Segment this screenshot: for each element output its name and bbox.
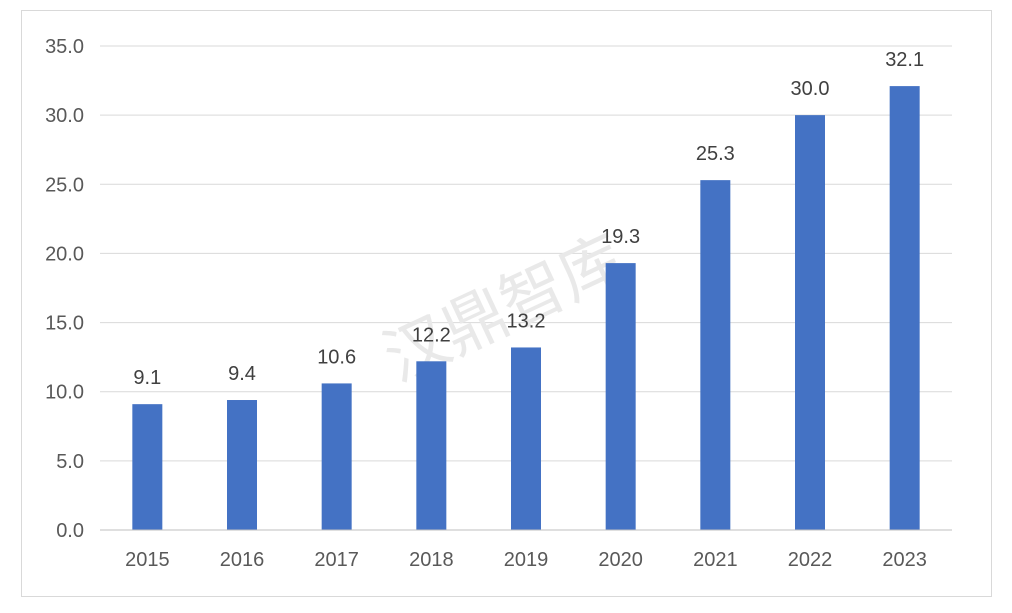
y-tick-label: 25.0 xyxy=(45,174,84,196)
data-label-2017: 10.6 xyxy=(317,346,356,368)
x-tick-label-2016: 2016 xyxy=(220,549,265,571)
bar-2022 xyxy=(795,115,825,531)
bar-2018 xyxy=(416,361,447,530)
y-tick-label: 20.0 xyxy=(45,243,84,265)
data-label-2023: 32.1 xyxy=(885,49,924,71)
data-label-2022: 30.0 xyxy=(791,78,830,100)
bar-2017 xyxy=(321,383,352,530)
x-tick-label-2020: 2020 xyxy=(598,549,643,571)
chart-frame xyxy=(21,10,992,597)
x-tick-label-2018: 2018 xyxy=(409,549,454,571)
y-tick-label: 5.0 xyxy=(56,451,84,473)
x-tick-label-2023: 2023 xyxy=(882,549,927,571)
y-tick-label: 15.0 xyxy=(45,313,84,335)
data-labels: 9.1 9.4 10.6 12.2 13.2 19.3 25.3 30.0 32.1 xyxy=(133,49,924,389)
bar-2021 xyxy=(700,180,731,530)
bars xyxy=(132,86,920,531)
bar-2020 xyxy=(605,263,636,530)
x-tick-label-2019: 2019 xyxy=(504,549,549,571)
x-tick-label-2022: 2022 xyxy=(788,549,833,571)
data-label-2021: 25.3 xyxy=(696,143,735,165)
x-axis-ticks: 2015 2016 2017 2018 2019 2020 2021 2022 2023 xyxy=(125,549,927,571)
data-label-2020: 19.3 xyxy=(601,226,640,248)
y-tick-label: 30.0 xyxy=(45,105,84,127)
bar-2015 xyxy=(132,404,163,530)
bar-2023 xyxy=(889,86,920,531)
x-tick-label-2015: 2015 xyxy=(125,549,170,571)
y-tick-label: 0.0 xyxy=(56,520,84,542)
x-tick-label-2021: 2021 xyxy=(693,549,738,571)
data-label-2016: 9.4 xyxy=(228,363,256,385)
data-label-2015: 9.1 xyxy=(133,367,161,389)
data-label-2019: 13.2 xyxy=(507,310,546,332)
x-tick-label-2017: 2017 xyxy=(314,549,359,571)
y-tick-label: 10.0 xyxy=(45,382,84,404)
bar-2016 xyxy=(227,400,257,530)
watermark: 汉鼎智库 xyxy=(373,221,636,396)
y-tick-label: 35.0 xyxy=(45,36,84,58)
y-axis-ticks: 0.0 5.0 10.0 15.0 20.0 25.0 30.0 35.0 xyxy=(45,36,84,542)
data-label-2018: 12.2 xyxy=(412,324,451,346)
bar-2019 xyxy=(511,347,541,530)
